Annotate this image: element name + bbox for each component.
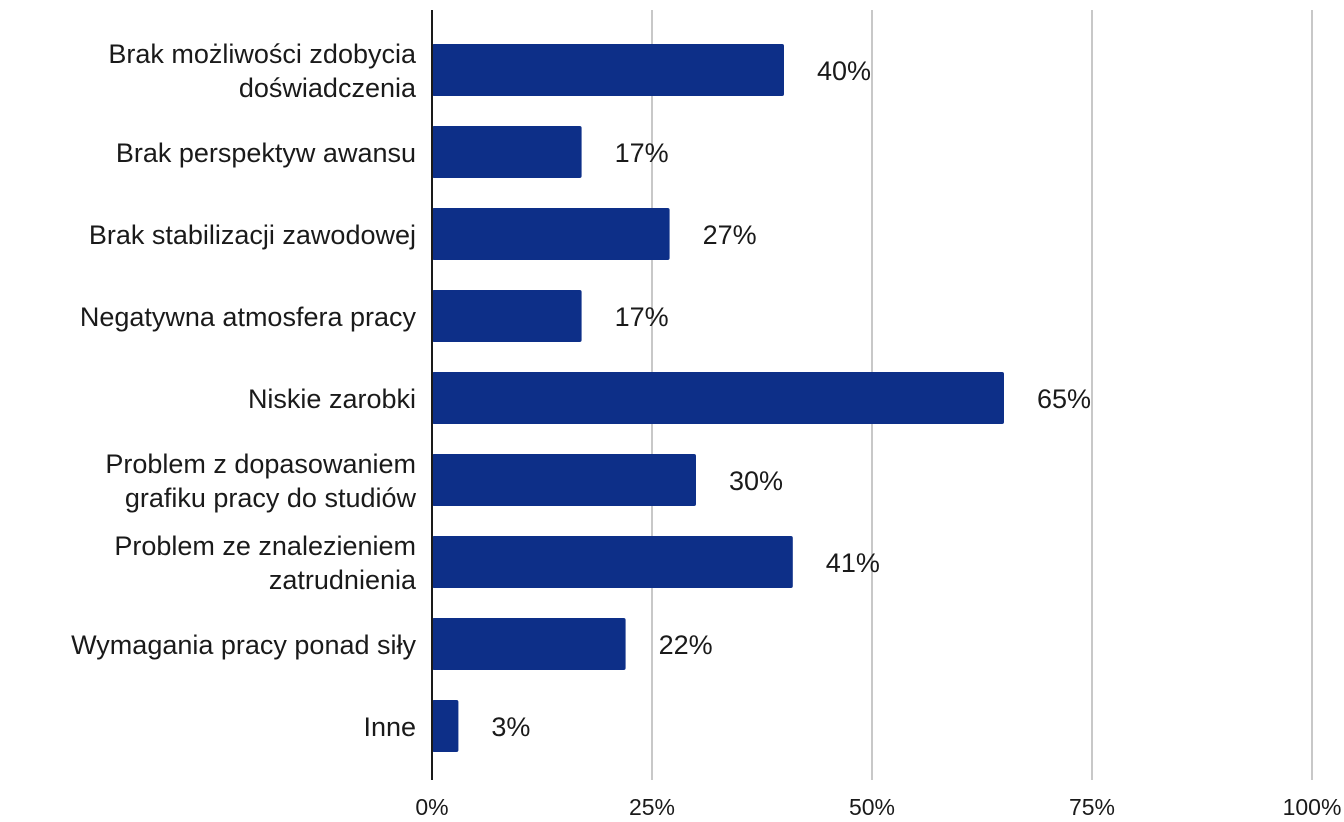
x-tick-label: 100% xyxy=(1283,794,1342,820)
bar xyxy=(432,44,784,96)
bar xyxy=(432,700,459,752)
x-tick-label: 50% xyxy=(849,794,895,820)
x-tick-label: 25% xyxy=(629,794,675,820)
data-label: 30% xyxy=(729,466,783,496)
category-label: Brak perspektyw awansu xyxy=(116,138,416,168)
category-label: Negatywna atmosfera pracy xyxy=(80,302,417,332)
category-label: grafiku pracy do studiów xyxy=(125,483,417,513)
data-label: 27% xyxy=(703,220,757,250)
data-labels: 40% 17% 27% 17% 65% 30% 41% 22% 3% xyxy=(491,56,1091,742)
category-label: Problem z dopasowaniem xyxy=(105,449,416,479)
bar xyxy=(432,454,696,506)
bars xyxy=(432,44,1004,752)
x-tick-label: 75% xyxy=(1069,794,1115,820)
bar xyxy=(432,208,670,260)
category-label: zatrudnienia xyxy=(269,565,417,595)
x-tick-labels: 0% 25% 50% 75% 100% xyxy=(415,794,1341,820)
data-label: 17% xyxy=(615,138,669,168)
data-label: 22% xyxy=(659,630,713,660)
bar xyxy=(432,290,582,342)
category-label: Wymagania pracy ponad siły xyxy=(71,630,416,660)
category-label: doświadczenia xyxy=(239,73,417,103)
bar xyxy=(432,536,793,588)
data-label: 3% xyxy=(491,712,530,742)
category-label: Brak możliwości zdobycia xyxy=(108,39,417,69)
category-label: Niskie zarobki xyxy=(248,384,416,414)
data-label: 41% xyxy=(826,548,880,578)
data-label: 65% xyxy=(1037,384,1091,414)
bar xyxy=(432,618,626,670)
category-label: Inne xyxy=(363,712,416,742)
category-labels: Brak możliwości zdobycia doświadczenia Bra… xyxy=(71,39,417,742)
bar xyxy=(432,126,582,178)
data-label: 17% xyxy=(615,302,669,332)
data-label: 40% xyxy=(817,56,871,86)
category-label: Problem ze znalezieniem xyxy=(114,531,416,561)
category-label: Brak stabilizacji zawodowej xyxy=(89,220,416,250)
x-tick-label: 0% xyxy=(415,794,448,820)
bar xyxy=(432,372,1004,424)
